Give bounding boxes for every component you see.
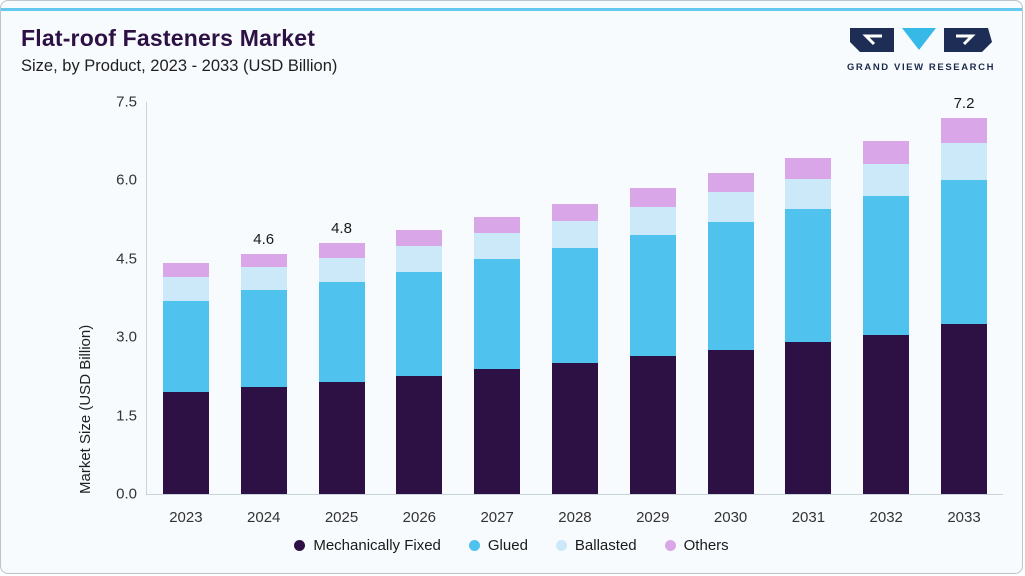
- bar-segment-mechanically-fixed: [474, 368, 521, 494]
- legend-label: Ballasted: [574, 537, 637, 554]
- x-axis-label: 2033: [947, 509, 981, 526]
- bar-segment-glued: [162, 300, 209, 393]
- bar-segment-others: [396, 230, 443, 246]
- bar-segment-others: [551, 203, 598, 222]
- y-axis-ticks: 0.0 1.5 3.0 4.5 6.0 7.5: [93, 94, 137, 503]
- bar-segment-mechanically-fixed: [863, 334, 910, 494]
- x-axis-label: 2026: [402, 509, 437, 526]
- bar-segment-glued: [474, 258, 521, 369]
- bar-segment-ballasted: [396, 245, 443, 272]
- x-axis-label: 2027: [480, 509, 514, 526]
- bar-group: 2026: [396, 230, 443, 526]
- plot-area: 2023 4.6 2024 4.8 2025 2026 2027 2028 2029 2030 20…: [146, 95, 1003, 526]
- chart-subtitle: Size, by Product, 2023 - 2033 (USD Billi…: [21, 57, 338, 75]
- bar-segment-others: [785, 157, 832, 179]
- legend-label: Mechanically Fixed: [313, 537, 441, 554]
- bar-segment-ballasted: [240, 266, 287, 291]
- header: Flat-roof Fasteners Market Size, by Prod…: [21, 25, 1002, 76]
- legend-item-others: Others: [664, 537, 729, 554]
- bar-segment-glued: [396, 271, 443, 377]
- y-axis-title: Market Size (USD Billion): [77, 324, 94, 494]
- bar-segment-glued: [318, 282, 365, 382]
- bar-segment-ballasted: [785, 178, 832, 210]
- bar-group: 4.6 2024: [240, 230, 287, 526]
- x-axis-label: 2029: [636, 509, 670, 526]
- bar-total-label: 4.8: [331, 220, 352, 238]
- bar-segment-mechanically-fixed: [629, 355, 676, 494]
- x-axis-label: 2024: [247, 509, 281, 526]
- bar-segment-ballasted: [551, 221, 598, 249]
- brand-logo-icon: [850, 28, 992, 52]
- y-tick-label: 7.5: [116, 93, 137, 111]
- legend: Mechanically Fixed Glued Ballasted Others: [1, 537, 1022, 554]
- bar-segment-glued: [240, 290, 287, 387]
- bar-segment-mechanically-fixed: [240, 386, 287, 494]
- bar-segment-others: [318, 243, 365, 258]
- brand-name: GRAND VIEW RESEARCH: [846, 62, 996, 73]
- bar-segment-others: [629, 188, 676, 207]
- bar-segment-mechanically-fixed: [551, 363, 598, 494]
- bar-segment-ballasted: [941, 142, 988, 181]
- y-tick-label: 1.5: [116, 407, 137, 425]
- bar-segment-mechanically-fixed: [707, 350, 754, 494]
- bar-group: 2029: [629, 188, 676, 526]
- x-axis-label: 2032: [869, 509, 903, 526]
- bar-segment-glued: [707, 222, 754, 351]
- bar-segment-others: [474, 217, 521, 233]
- bar-segment-mechanically-fixed: [941, 324, 988, 494]
- top-accent-bar: [1, 8, 1022, 11]
- bar-group: 2027: [474, 217, 521, 526]
- bar-segment-ballasted: [162, 277, 209, 301]
- brand-logo: GRAND VIEW RESEARCH: [846, 27, 996, 73]
- bar-segment-glued: [941, 180, 988, 325]
- bar-group: 7.2 2033: [941, 94, 988, 526]
- bar-segment-mechanically-fixed: [162, 392, 209, 494]
- x-axis-label: 2023: [169, 509, 203, 526]
- bar-segment-glued: [863, 196, 910, 335]
- bar-segment-mechanically-fixed: [318, 381, 365, 494]
- bar-group: 2031: [785, 157, 832, 526]
- y-tick-label: 0.0: [116, 485, 137, 503]
- bar-group: 2028: [551, 203, 598, 526]
- bar-total-label: 4.6: [253, 230, 275, 248]
- bar-group: 2030: [707, 172, 754, 526]
- bar-segment-ballasted: [707, 192, 754, 223]
- legend-item-ballasted: Ballasted: [555, 537, 637, 554]
- x-axis-label: 2025: [324, 509, 359, 526]
- bar-segment-glued: [785, 209, 832, 343]
- x-axis-label: 2028: [558, 509, 592, 526]
- y-tick-label: 4.5: [116, 250, 137, 268]
- x-axis-label: 2031: [791, 509, 826, 526]
- bar-segment-mechanically-fixed: [396, 376, 443, 494]
- bar-segment-ballasted: [474, 232, 521, 259]
- bar-segment-others: [863, 141, 910, 164]
- y-tick-label: 6.0: [116, 171, 137, 189]
- legend-dot-icon: [468, 540, 480, 551]
- y-tick-label: 3.0: [116, 328, 137, 346]
- page-title: Flat-roof Fasteners Market: [21, 25, 316, 51]
- bar-group: 2023: [162, 263, 209, 526]
- bar-segment-mechanically-fixed: [785, 342, 832, 494]
- bar-segment-others: [941, 117, 988, 143]
- bar-segment-others: [707, 172, 754, 193]
- bar-segment-ballasted: [863, 163, 910, 197]
- legend-dot-icon: [555, 540, 567, 551]
- bar-group: 4.8 2025: [318, 220, 365, 526]
- bar-segment-glued: [551, 248, 598, 364]
- bar-segment-ballasted: [318, 257, 365, 283]
- legend-dot-icon: [294, 540, 306, 551]
- bar-segment-ballasted: [629, 206, 676, 236]
- legend-item-mechanically-fixed: Mechanically Fixed: [294, 537, 441, 554]
- bar-total-label: 7.2: [953, 94, 975, 112]
- legend-label: Glued: [487, 537, 528, 554]
- legend-label: Others: [683, 537, 729, 554]
- x-axis-label: 2030: [713, 509, 748, 526]
- bar-segment-glued: [629, 235, 676, 356]
- legend-dot-icon: [664, 540, 676, 551]
- legend-item-glued: Glued: [468, 537, 528, 554]
- bar-segment-others: [162, 263, 209, 278]
- bar-segment-others: [240, 253, 287, 267]
- bar-group: 2032: [863, 141, 910, 526]
